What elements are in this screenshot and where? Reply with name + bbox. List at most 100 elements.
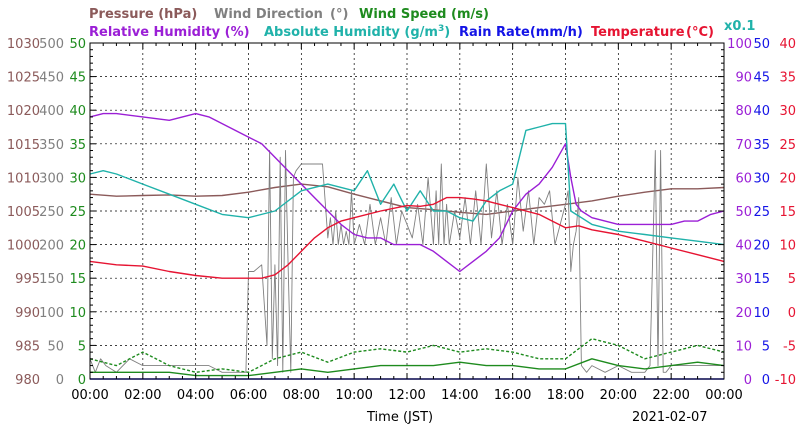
y-tick-label-pressure: 1010 [7, 171, 40, 186]
y-tick-label-pressure: 1030 [7, 37, 40, 52]
y-tick-label-pressure: 985 [15, 339, 40, 354]
y-tick-label-pressure: 1025 [7, 71, 40, 86]
y-tick-label-wind-direction: 200 [39, 239, 64, 254]
x-axis-label: Time (JST) [366, 410, 433, 425]
y-tick-label-wind-speed: 30 [69, 171, 86, 186]
x-tick-label: 20:00 [600, 388, 637, 403]
y-tick-label-humidity: 40 [735, 239, 752, 254]
y-tick-label-wind-speed: 10 [69, 306, 86, 321]
x-tick-label: 08:00 [283, 388, 320, 403]
y-tick-label-wind-direction: 0 [56, 373, 64, 388]
y-tick-label-pressure: 995 [15, 272, 40, 287]
x-tick-label: 16:00 [494, 388, 531, 403]
y-tick-label-humidity: 90 [735, 71, 752, 86]
y-tick-label-humidity: 50 [735, 205, 752, 220]
y-tick-label-rain-rate: 50 [753, 37, 770, 52]
legend-humidity: Relative Humidity (%) [89, 25, 250, 40]
y-tick-label-humidity: 20 [735, 306, 752, 321]
y-tick-label-wind-direction: 50 [47, 339, 64, 354]
y-tick-label-pressure: 1020 [7, 104, 40, 119]
plot-frame [89, 42, 725, 380]
x-tick-label: 06:00 [230, 388, 267, 403]
legend-pressure: Pressure (hPa) [89, 7, 197, 22]
x-tick-label: 00:00 [71, 388, 108, 403]
y-tick-label-temperature: 0 [788, 306, 796, 321]
x-tick-label: 10:00 [335, 388, 372, 403]
y-tick-label-wind-direction: 250 [39, 205, 64, 220]
y-tick-label-humidity: 100 [727, 37, 752, 52]
x-tick-label: 14:00 [441, 388, 478, 403]
chart-legend: Pressure (hPa) Wind Direction (°) Wind S… [89, 7, 755, 40]
y-tick-label-humidity: 80 [735, 104, 752, 119]
y-tick-label-wind-speed: 40 [69, 104, 86, 119]
y-tick-label-temperature: 25 [779, 138, 796, 153]
x-tick-label: 12:00 [388, 388, 425, 403]
legend-temperature: Temperature [591, 25, 685, 40]
y-tick-label-wind-speed: 45 [69, 71, 86, 86]
legend-abs-humidity-text: Absolute Humidity (g/m [264, 25, 438, 40]
y-tick-label-humidity: 60 [735, 171, 752, 186]
legend-wind-direction-unit: (°) [330, 7, 348, 22]
legend-abs-humidity-scale: x0.1 [724, 19, 755, 34]
y-tick-label-rain-rate: 15 [753, 272, 770, 287]
series-line-0 [89, 183, 725, 216]
y-tick-label-wind-speed: 25 [69, 205, 86, 220]
y-tick-label-pressure: 1015 [7, 138, 40, 153]
y-tick-label-rain-rate: 40 [753, 104, 770, 119]
x-tick-label: 22:00 [652, 388, 689, 403]
series-line-5 [89, 122, 725, 246]
y-tick-label-rain-rate: 0 [762, 373, 770, 388]
chart-axes: 00:00 02:00 04:00 06:00 08:00 10:00 12:00 14:00… [7, 37, 796, 403]
y-tick-label-rain-rate: 5 [762, 339, 770, 354]
y-tick-label-wind-direction: 500 [39, 37, 64, 52]
y-tick-label-temperature: 20 [779, 171, 796, 186]
y-tick-label-rain-rate: 10 [753, 306, 770, 321]
x-tick-label: 04:00 [177, 388, 214, 403]
y-tick-label-temperature: 15 [779, 205, 796, 220]
y-tick-label-wind-speed: 15 [69, 272, 86, 287]
y-tick-label-pressure: 1005 [7, 205, 40, 220]
legend-wind-speed: Wind Speed (m/s) [359, 7, 489, 22]
y-tick-label-humidity: 10 [735, 339, 752, 354]
legend-abs-humidity-sup: 3 [438, 24, 444, 34]
series-line-4 [89, 112, 725, 273]
y-tick-label-wind-speed: 50 [69, 37, 86, 52]
y-tick-label-temperature: 35 [779, 71, 796, 86]
y-tick-label-wind-direction: 100 [39, 306, 64, 321]
legend-abs-humidity-close: ) [444, 25, 450, 40]
y-tick-label-rain-rate: 45 [753, 71, 770, 86]
series-line-3 [89, 338, 725, 373]
y-tick-label-temperature: -10 [775, 373, 796, 388]
series-line-1 [89, 150, 724, 373]
y-tick-label-pressure: 1000 [7, 239, 40, 254]
y-tick-label-temperature: 10 [779, 239, 796, 254]
y-tick-label-rain-rate: 20 [753, 239, 770, 254]
x-tick-label: 18:00 [547, 388, 584, 403]
y-tick-label-wind-direction: 150 [39, 272, 64, 287]
legend-abs-humidity: Absolute Humidity (g/m3) [264, 24, 450, 40]
y-tick-label-temperature: 5 [788, 272, 796, 287]
y-tick-label-wind-direction: 300 [39, 171, 64, 186]
y-tick-label-rain-rate: 25 [753, 205, 770, 220]
y-tick-label-wind-direction: 400 [39, 104, 64, 119]
y-tick-label-wind-speed: 0 [78, 373, 86, 388]
y-tick-label-wind-speed: 35 [69, 138, 86, 153]
legend-rain-rate: Rain Rate(mm/h) [459, 25, 583, 40]
y-tick-label-temperature: 40 [779, 37, 796, 52]
y-tick-label-humidity: 30 [735, 272, 752, 287]
y-tick-label-wind-speed: 5 [78, 339, 86, 354]
y-tick-label-wind-direction: 350 [39, 138, 64, 153]
y-tick-label-rain-rate: 35 [753, 138, 770, 153]
y-tick-label-pressure: 990 [15, 306, 40, 321]
chart-grid [90, 43, 724, 379]
y-tick-label-humidity: 0 [744, 373, 752, 388]
y-tick-label-wind-speed: 20 [69, 239, 86, 254]
chart-date: 2021-02-07 [632, 410, 708, 425]
y-tick-label-pressure: 980 [15, 373, 40, 388]
y-tick-label-temperature: 30 [779, 104, 796, 119]
y-tick-label-humidity: 70 [735, 138, 752, 153]
y-tick-label-temperature: -5 [783, 339, 796, 354]
series-line-7 [89, 196, 725, 279]
chart-series [89, 112, 725, 380]
